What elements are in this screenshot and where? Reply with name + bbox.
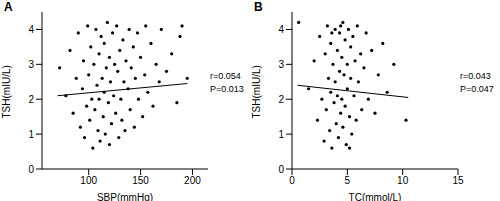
svg-text:5: 5 [345,175,351,186]
svg-text:15: 15 [452,175,464,186]
html-text:r=0.054: r=0.054 [210,71,241,81]
svg-text:TSH(mIU/L): TSH(mIU/L) [8,65,12,118]
svg-text:SBP(mmHg): SBP(mmHg) [97,192,153,201]
svg-text:TC(mmol/L): TC(mmol/L) [349,192,402,201]
svg-text:10: 10 [397,175,409,186]
svg-text:TSH(mIU/L): TSH(mIU/L) [251,65,262,118]
svg-text:1: 1 [278,129,284,140]
svg-text:150: 150 [132,175,149,186]
svg-text:100: 100 [80,175,97,186]
svg-text:1: 1 [28,129,34,140]
svg-text:2: 2 [278,94,284,105]
svg-text:4: 4 [28,24,34,35]
svg-text:4: 4 [278,24,284,35]
svg-text:3: 3 [278,59,284,70]
html-text:A: A [4,0,13,14]
svg-text:2: 2 [28,94,34,105]
svg-text:3: 3 [28,59,34,70]
html-text:B: B [254,0,263,14]
svg-text:0: 0 [278,164,284,175]
svg-text:200: 200 [184,175,201,186]
html-text:P=0.047: P=0.047 [460,84,494,94]
svg-text:0: 0 [28,164,34,175]
html-text:r=0.043: r=0.043 [460,71,491,81]
svg-text:0: 0 [289,175,295,186]
html-text:P=0.013: P=0.013 [210,84,244,94]
